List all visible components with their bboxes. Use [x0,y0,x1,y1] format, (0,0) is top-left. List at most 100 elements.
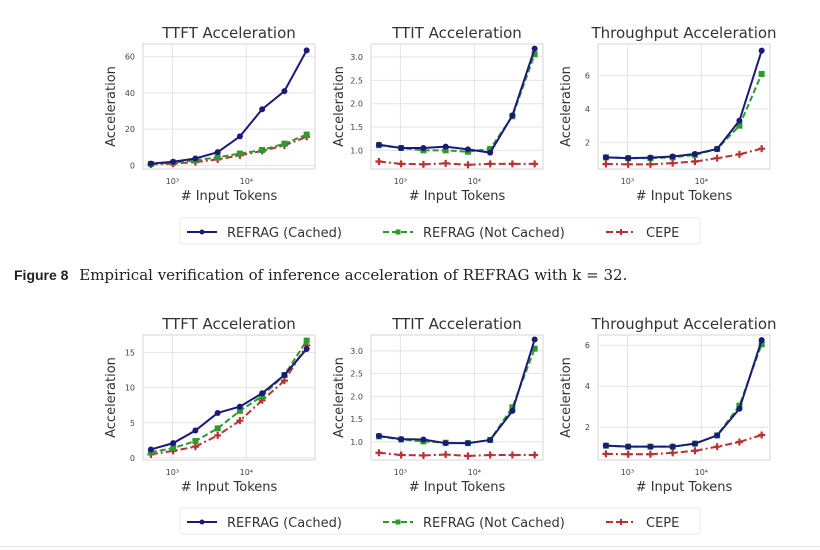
y-tick-label: 60 [125,53,135,62]
x-tick-label: 10³ [621,468,634,477]
data-point [714,146,721,152]
data-point [192,427,199,434]
data-point [646,160,654,168]
chart-panel-2: 10³ 10⁴ 1.0 1.5 2.0 2.5 3.0 TTIT Acceleration # … [332,24,544,204]
data-point [508,451,516,459]
data-point [509,407,516,414]
data-point [531,336,538,343]
data-point [375,141,382,148]
x-tick-label: 10⁴ [468,468,481,477]
data-point [303,131,310,138]
x-axis-label: # Input Tokens [636,480,733,495]
data-point [281,140,288,147]
data-point [691,447,699,455]
data-point [736,117,743,124]
data-point [214,154,221,161]
chart-title: TTFT Acceleration [161,24,296,42]
y-axis-label: Acceleration [332,66,347,147]
data-point [192,155,199,162]
data-point [624,160,632,168]
plot-area [142,334,316,461]
series-line-refrag-cached [378,339,536,445]
legend-marker-icon [395,519,401,525]
data-point [625,443,632,450]
x-tick-label: 10³ [166,177,179,186]
x-axis-label: # Input Tokens [409,480,506,495]
x-tick-label: 10⁴ [695,177,708,186]
data-point [602,160,610,168]
data-point [691,151,698,157]
x-axis-label: # Input Tokens [636,189,733,204]
data-point [531,45,538,52]
data-point [758,145,766,153]
y-tick-label: 20 [125,125,135,134]
data-point [147,160,154,167]
data-point [303,346,310,353]
data-point [531,160,539,168]
series-line-cepe [605,147,762,166]
legend-label: REFRAG (Cached) [227,226,342,241]
data-point [192,438,199,445]
data-point [280,377,288,385]
data-point [259,390,266,397]
data-point [486,160,494,168]
x-tick-label: 10³ [621,177,634,186]
x-axis-label: # Input Tokens [409,189,506,204]
data-point [170,158,177,165]
x-axis-label: # Input Tokens [181,480,278,495]
y-tick-label: 6 [585,341,590,350]
data-point [624,450,632,458]
y-tick-label: 15 [125,349,135,358]
data-point [531,51,538,58]
chart-title: TTIT Acceleration [391,315,522,333]
legend-marker-icon [395,229,401,235]
x-tick-label: 10³ [394,177,407,186]
caption-label: Figure 8 [14,267,69,283]
data-point [397,451,405,459]
series-line-cepe [150,135,308,166]
data-point [464,161,472,169]
data-point [214,409,221,416]
x-tick-label: 10⁴ [468,177,481,186]
data-point [281,372,288,379]
y-axis-label: Acceleration [104,66,119,147]
data-point [713,443,721,451]
data-point [602,450,610,458]
data-point [442,159,450,167]
legend-label: REFRAG (Not Cached) [423,226,565,241]
data-point [647,443,654,450]
figure-caption: Figure 8 Empirical verification of infer… [14,266,627,284]
data-point [170,440,177,447]
data-point [735,150,743,158]
x-tick-label: 10³ [166,468,179,477]
data-point [487,437,494,443]
data-point [442,451,450,459]
legend-entry: REFRAG (Not Cached) [383,226,565,241]
data-point [647,154,654,161]
data-point [236,403,243,410]
data-point [464,440,471,447]
data-point [442,143,449,150]
y-tick-label: 2.0 [350,392,363,401]
legend-entry: REFRAG (Not Cached) [383,516,565,531]
series-line-refrag-cached [150,348,308,451]
y-tick-label: 5 [130,419,135,428]
data-point [758,47,765,54]
series-line-refrag-cached [378,48,536,154]
y-tick-label: 6 [585,72,590,81]
x-tick-label: 10⁴ [695,468,708,477]
data-point [508,160,516,168]
data-point [669,449,677,457]
data-point [758,341,765,348]
series-line-refrag-cached [605,339,763,448]
y-tick-label: 2.5 [350,76,363,85]
data-point [531,345,538,352]
data-point [758,337,765,344]
data-point [602,442,609,449]
series-line-cepe [378,160,535,166]
chart-panel-4: 10³ 10⁴ 0 5 10 15 TTFT Acceleration # Input Tok… [104,315,316,495]
data-point [191,443,199,451]
y-tick-label: 0 [130,161,135,170]
data-point [691,158,699,165]
